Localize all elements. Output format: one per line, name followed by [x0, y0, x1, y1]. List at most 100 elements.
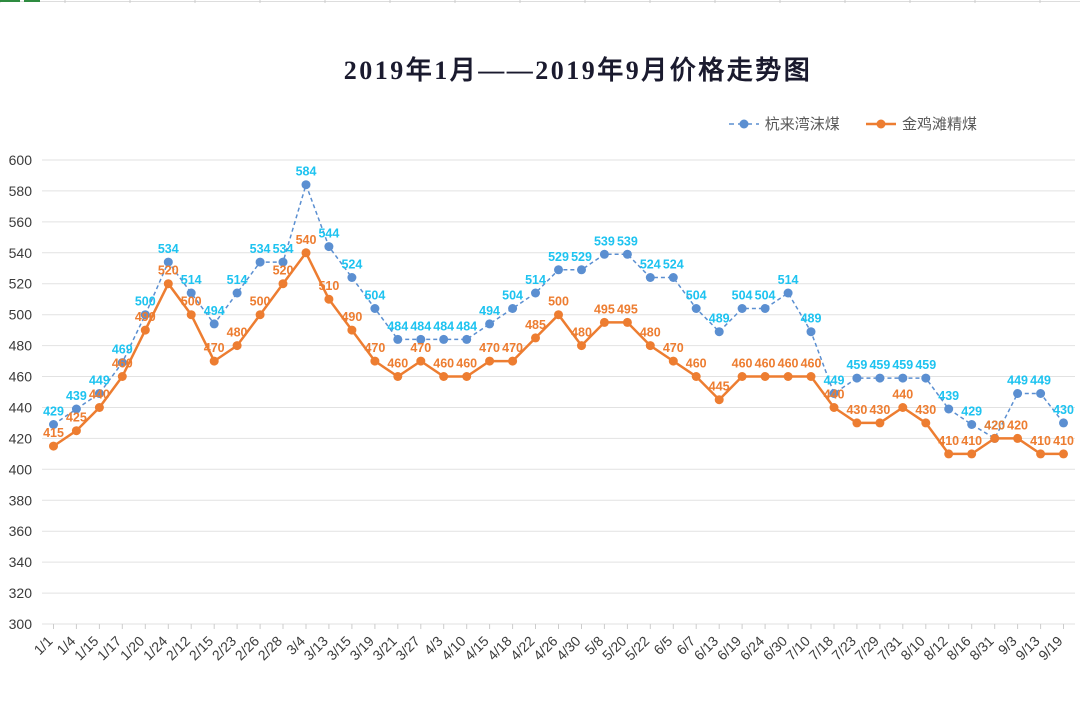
svg-text:504: 504: [364, 289, 385, 303]
svg-text:460: 460: [686, 357, 707, 371]
svg-text:504: 504: [755, 289, 776, 303]
svg-text:469: 469: [112, 343, 133, 357]
svg-text:484: 484: [410, 319, 431, 333]
svg-text:490: 490: [341, 310, 362, 324]
svg-text:360: 360: [9, 523, 33, 539]
svg-text:415: 415: [43, 426, 64, 440]
svg-text:6/5: 6/5: [650, 633, 675, 658]
svg-text:480: 480: [227, 326, 248, 340]
svg-text:539: 539: [617, 234, 638, 248]
svg-text:429: 429: [43, 405, 64, 419]
svg-text:580: 580: [9, 183, 33, 199]
svg-text:520: 520: [273, 264, 294, 278]
svg-text:485: 485: [525, 318, 546, 332]
svg-text:4/30: 4/30: [553, 633, 584, 664]
svg-text:445: 445: [709, 380, 730, 394]
svg-text:540: 540: [296, 233, 317, 247]
svg-text:459: 459: [846, 358, 867, 372]
svg-text:539: 539: [594, 234, 615, 248]
svg-text:540: 540: [9, 245, 33, 261]
svg-text:459: 459: [869, 358, 890, 372]
svg-text:440: 440: [89, 388, 110, 402]
svg-text:2/28: 2/28: [255, 633, 286, 664]
svg-text:480: 480: [571, 326, 592, 340]
svg-text:440: 440: [824, 388, 845, 402]
svg-text:520: 520: [158, 264, 179, 278]
svg-text:514: 514: [778, 273, 799, 287]
svg-text:470: 470: [663, 341, 684, 355]
svg-text:514: 514: [181, 273, 202, 287]
svg-text:495: 495: [594, 302, 615, 316]
svg-text:430: 430: [915, 403, 936, 417]
svg-text:460: 460: [456, 357, 477, 371]
svg-text:514: 514: [525, 273, 546, 287]
svg-text:484: 484: [456, 319, 477, 333]
svg-text:340: 340: [9, 554, 33, 570]
svg-text:5/22: 5/22: [622, 633, 653, 664]
svg-text:420: 420: [984, 418, 1005, 432]
svg-text:524: 524: [341, 258, 362, 272]
svg-text:440: 440: [9, 400, 33, 416]
svg-text:504: 504: [502, 289, 523, 303]
svg-text:544: 544: [318, 227, 339, 241]
svg-text:489: 489: [709, 312, 730, 326]
svg-text:449: 449: [1007, 374, 1028, 388]
svg-text:489: 489: [801, 312, 822, 326]
svg-text:470: 470: [410, 341, 431, 355]
svg-text:504: 504: [732, 289, 753, 303]
svg-text:500: 500: [135, 295, 156, 309]
svg-text:500: 500: [181, 295, 202, 309]
svg-text:460: 460: [755, 357, 776, 371]
svg-text:460: 460: [112, 357, 133, 371]
svg-text:459: 459: [915, 358, 936, 372]
svg-text:440: 440: [892, 388, 913, 402]
svg-text:430: 430: [846, 403, 867, 417]
svg-text:560: 560: [9, 214, 33, 230]
svg-text:480: 480: [9, 338, 33, 354]
svg-text:495: 495: [617, 302, 638, 316]
svg-text:529: 529: [548, 250, 569, 264]
svg-text:494: 494: [204, 304, 225, 318]
svg-text:600: 600: [9, 152, 33, 168]
svg-text:480: 480: [640, 326, 661, 340]
svg-text:460: 460: [732, 357, 753, 371]
svg-text:420: 420: [1007, 418, 1028, 432]
svg-text:484: 484: [387, 319, 408, 333]
svg-text:425: 425: [66, 411, 87, 425]
svg-text:524: 524: [640, 258, 661, 272]
svg-text:504: 504: [686, 289, 707, 303]
svg-text:3/27: 3/27: [392, 633, 423, 664]
svg-text:460: 460: [433, 357, 454, 371]
svg-text:410: 410: [938, 434, 959, 448]
svg-text:534: 534: [158, 242, 179, 256]
svg-text:500: 500: [250, 295, 271, 309]
svg-text:9/19: 9/19: [1035, 633, 1066, 664]
svg-text:500: 500: [9, 307, 33, 323]
svg-text:449: 449: [1030, 374, 1051, 388]
svg-text:470: 470: [204, 341, 225, 355]
svg-text:460: 460: [778, 357, 799, 371]
svg-text:470: 470: [364, 341, 385, 355]
svg-text:460: 460: [801, 357, 822, 371]
svg-text:510: 510: [318, 279, 339, 293]
svg-text:449: 449: [89, 374, 110, 388]
svg-text:470: 470: [479, 341, 500, 355]
svg-text:1/1: 1/1: [31, 633, 56, 658]
svg-text:410: 410: [961, 434, 982, 448]
svg-text:534: 534: [273, 242, 294, 256]
svg-text:320: 320: [9, 585, 33, 601]
svg-text:584: 584: [296, 165, 317, 179]
svg-text:8/31: 8/31: [966, 633, 997, 664]
svg-text:430: 430: [1053, 403, 1074, 417]
svg-text:470: 470: [502, 341, 523, 355]
svg-text:529: 529: [571, 250, 592, 264]
svg-text:449: 449: [824, 374, 845, 388]
svg-text:460: 460: [387, 357, 408, 371]
svg-text:484: 484: [433, 319, 454, 333]
svg-text:524: 524: [663, 258, 684, 272]
svg-text:410: 410: [1030, 434, 1051, 448]
svg-text:460: 460: [9, 369, 33, 385]
svg-text:500: 500: [548, 295, 569, 309]
svg-text:380: 380: [9, 492, 33, 508]
svg-text:420: 420: [9, 430, 33, 446]
